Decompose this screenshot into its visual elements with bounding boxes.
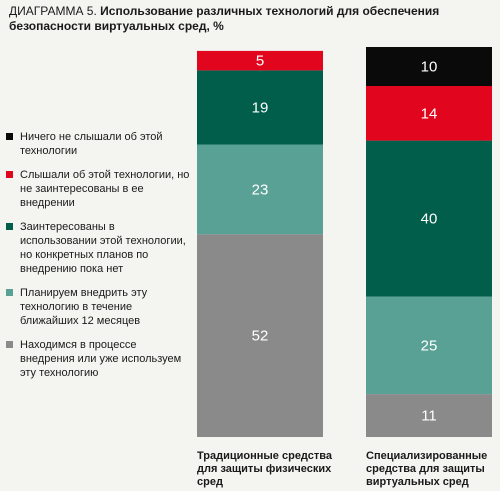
legend-item: Планируем внедрить эту технологию в тече… xyxy=(6,286,191,328)
data-label: 11 xyxy=(421,408,437,425)
chart-title: ДИАГРАММА 5. Использование различных тех… xyxy=(9,4,489,34)
data-label: 25 xyxy=(421,337,438,354)
data-label: 5 xyxy=(256,53,264,70)
legend-swatch xyxy=(6,133,13,140)
legend-swatch xyxy=(6,223,13,230)
data-label: 10 xyxy=(421,59,438,76)
legend-swatch xyxy=(6,341,13,348)
legend-item: Ничего не слышали об этой технологии xyxy=(6,130,191,158)
data-label: 40 xyxy=(421,211,438,228)
legend-swatch xyxy=(6,289,13,296)
legend-item: Слышали об этой технологии, но не заинте… xyxy=(6,168,191,210)
bar-segment xyxy=(366,296,492,395)
bar-segment xyxy=(197,70,323,145)
legend-label: Слышали об этой технологии, но не заинте… xyxy=(20,169,190,209)
legend: Ничего не слышали об этой технологии Слы… xyxy=(6,130,191,390)
bar-segment xyxy=(366,86,492,141)
bar-segment xyxy=(197,144,323,235)
legend-label: Находимся в процессе внедрения или уже и… xyxy=(20,339,182,379)
legend-swatch xyxy=(6,171,13,178)
legend-label: Заинтересованы в использовании этой техн… xyxy=(20,221,186,275)
legend-item: Находимся в процессе внедрения или уже и… xyxy=(6,338,191,380)
bar-segment xyxy=(197,234,323,437)
data-label: 19 xyxy=(252,99,269,116)
data-label: 23 xyxy=(252,181,269,198)
bar-segment xyxy=(366,394,492,437)
bar-segment xyxy=(366,47,492,86)
category-label: Специализированные средства для защиты в… xyxy=(366,450,488,488)
bar-segment xyxy=(366,140,492,297)
category-label: Традиционные средства для защиты физичес… xyxy=(197,450,333,488)
legend-item: Заинтересованы в использовании этой техн… xyxy=(6,220,191,276)
legend-label: Планируем внедрить эту технологию в тече… xyxy=(20,287,148,327)
bar-segment xyxy=(197,50,323,71)
legend-label: Ничего не слышали об этой технологии xyxy=(20,131,163,157)
data-label: 52 xyxy=(252,328,269,345)
data-label: 14 xyxy=(421,105,438,122)
chart-title-prefix: ДИАГРАММА 5. xyxy=(9,4,97,18)
chart-title-text: Использование различных технологий для о… xyxy=(9,4,440,33)
